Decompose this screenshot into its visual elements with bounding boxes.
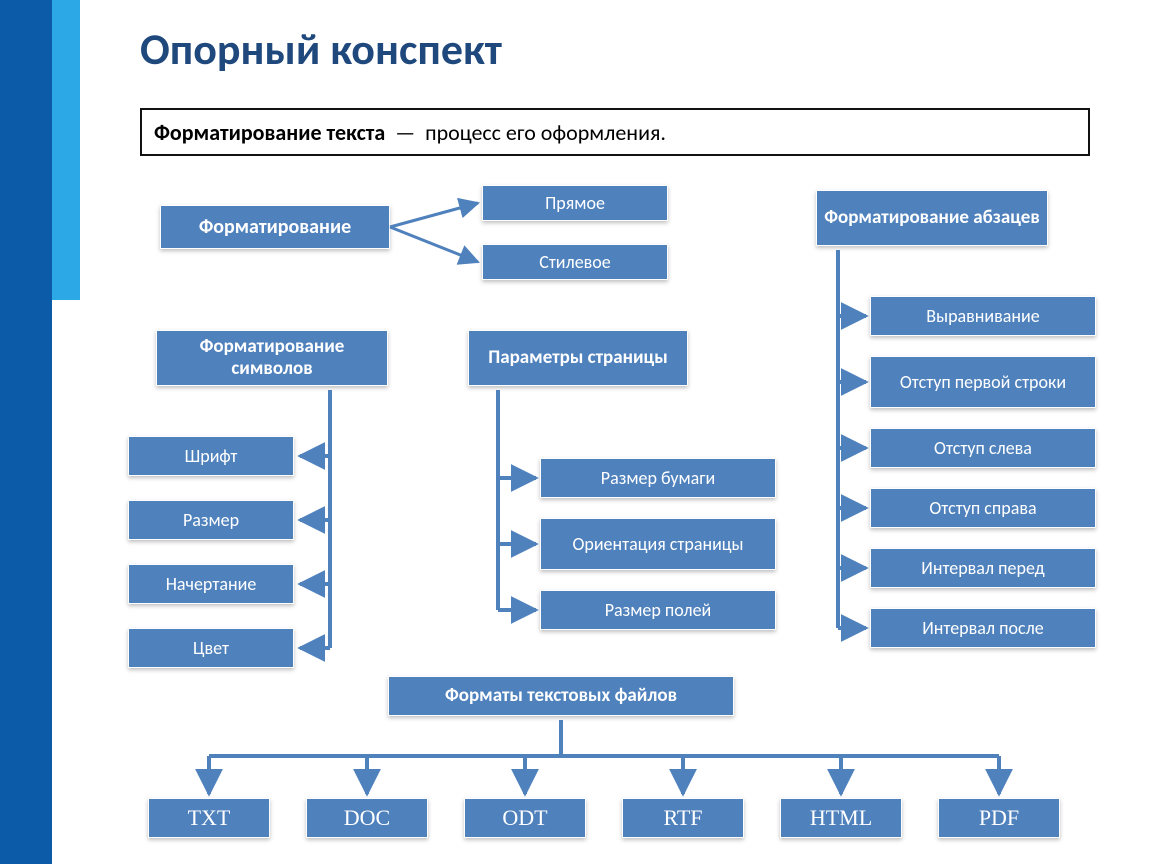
node-fmt-txt: TXT bbox=[148, 798, 270, 838]
node-sym-color: Цвет bbox=[128, 628, 294, 668]
node-page-margins: Размер полей bbox=[540, 590, 776, 630]
node-sym-font: Шрифт bbox=[128, 436, 294, 476]
node-direct: Прямое bbox=[482, 185, 668, 221]
node-para-align: Выравнивание bbox=[870, 296, 1096, 336]
node-sym-styleface: Начертание bbox=[128, 564, 294, 604]
sidebar-stripe-light bbox=[52, 0, 80, 300]
node-fmt-odt: ODT bbox=[464, 798, 586, 838]
definition-term: Форматирование текста bbox=[154, 119, 385, 146]
node-style: Стилевое bbox=[482, 244, 668, 280]
node-fmt-pdf: PDF bbox=[938, 798, 1060, 838]
node-page-head: Параметры страницы bbox=[468, 330, 688, 386]
node-symbols-head: Форматирование символов bbox=[156, 330, 388, 386]
node-para-right: Отступ справа bbox=[870, 488, 1096, 528]
node-fmt-html: HTML bbox=[780, 798, 902, 838]
node-fmt-doc: DOC bbox=[306, 798, 428, 838]
node-para-after: Интервал после bbox=[870, 608, 1096, 648]
node-fmt-rtf: RTF bbox=[622, 798, 744, 838]
node-para-firstline: Отступ первой строки bbox=[870, 356, 1096, 408]
node-para-before: Интервал перед bbox=[870, 548, 1096, 588]
node-paragraph-head: Форматирование абзацев bbox=[816, 190, 1048, 246]
page-title: Опорный конспект bbox=[140, 22, 502, 76]
node-sym-size: Размер bbox=[128, 500, 294, 540]
definition-box: Форматирование текста — процесс его офор… bbox=[140, 108, 1090, 156]
sidebar-stripe-dark bbox=[0, 0, 52, 864]
node-formats-head: Форматы текстовых файлов bbox=[388, 676, 734, 716]
node-page-size: Размер бумаги bbox=[540, 458, 776, 498]
definition-text: процесс его оформления. bbox=[425, 119, 666, 146]
node-formatting: Форматирование bbox=[160, 205, 390, 249]
definition-sep: — bbox=[395, 119, 415, 146]
node-page-orient: Ориентация страницы bbox=[540, 518, 776, 570]
node-para-left: Отступ слева bbox=[870, 428, 1096, 468]
